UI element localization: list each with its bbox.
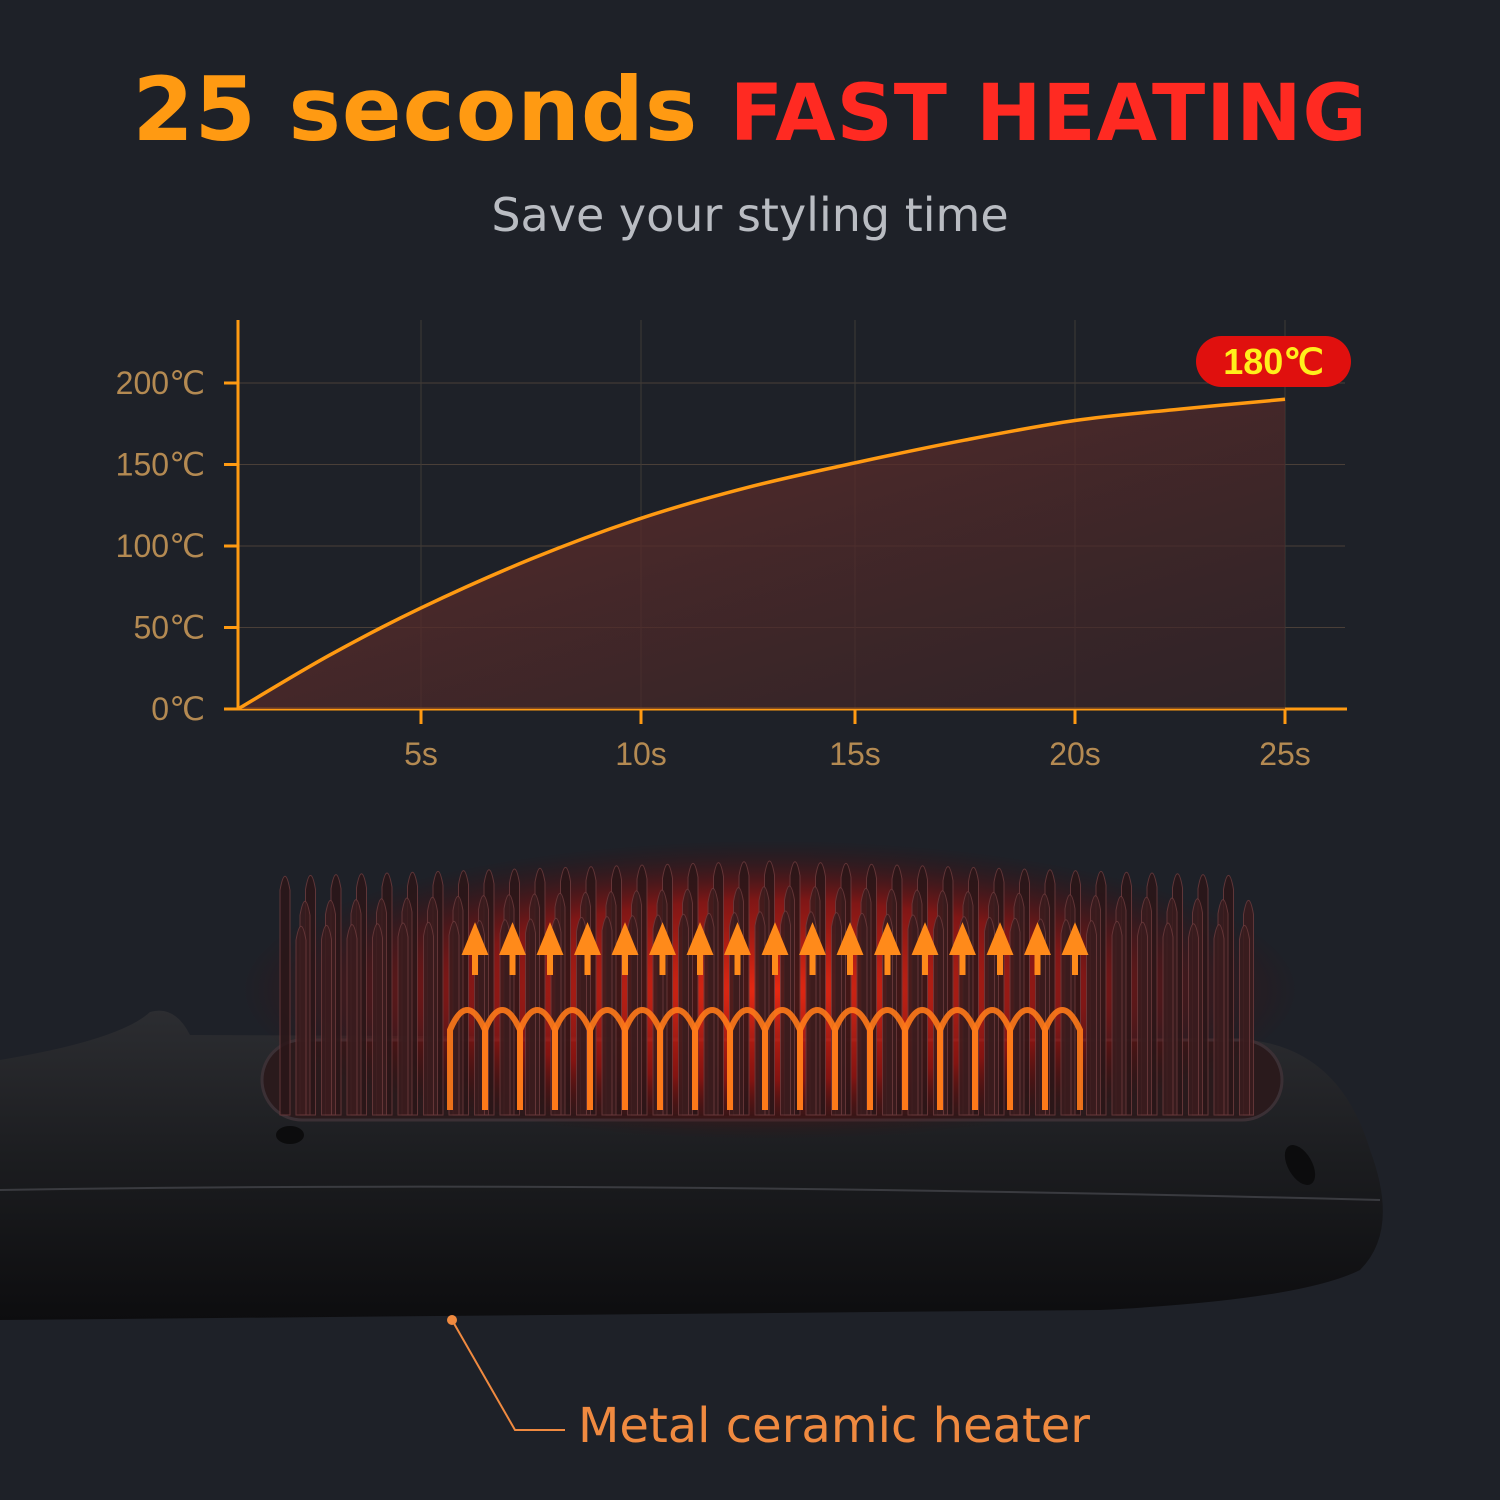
bristle [397, 922, 409, 1116]
bristle [1162, 922, 1174, 1116]
heater-coil [1042, 1007, 1083, 1110]
heat-arrow-icon [724, 922, 751, 975]
bristle [1111, 920, 1123, 1116]
bristle [1137, 921, 1148, 1116]
bristle [321, 924, 332, 1116]
heat-arrow-icon [874, 922, 901, 975]
headline-fast-heating: FAST HEATING [729, 69, 1368, 159]
heat-arrow-icon [836, 922, 864, 975]
heat-arrow-icon [461, 922, 489, 975]
headline-seconds: 25 seconds [132, 58, 699, 161]
heat-arrow-icon [986, 922, 1014, 975]
headline: 25 seconds FAST HEATING [0, 58, 1500, 161]
heat-arrow-icon [574, 922, 601, 975]
heat-arrow-icon [536, 922, 564, 975]
x-tick-label: 10s [615, 736, 667, 772]
y-tick-label: 200℃ [116, 365, 205, 401]
temperature-badge: 180℃ [1196, 336, 1351, 387]
caption-leader [447, 1315, 565, 1431]
heat-arrow-icon [799, 922, 826, 975]
y-tick-label: 0℃ [151, 691, 205, 727]
bristle [1188, 923, 1199, 1116]
bristle [1239, 924, 1250, 1116]
bristle [1213, 924, 1225, 1116]
heater-caption: Metal ceramic heater [578, 1398, 1091, 1454]
heat-arrow-icon [911, 922, 939, 975]
bristle [279, 875, 291, 1116]
heat-arrow-icon [611, 922, 639, 975]
brush-illustration [0, 840, 1383, 1320]
subtitle: Save your styling time [491, 188, 1009, 242]
bristle [601, 916, 613, 1116]
bristle [346, 924, 358, 1116]
bristle [372, 923, 383, 1116]
bristle [984, 916, 995, 1116]
heat-arrow-icon [649, 922, 676, 975]
x-tick-label: 20s [1049, 736, 1101, 772]
bristle [703, 912, 715, 1116]
y-tick-label: 150℃ [116, 447, 205, 483]
heat-arrow-icon [761, 922, 789, 975]
heat-arrow-icon [1061, 922, 1089, 975]
heat-arrow-icon [949, 922, 976, 975]
x-tick-label: 25s [1259, 736, 1311, 772]
x-tick-label: 15s [829, 736, 881, 772]
bristle [295, 925, 307, 1116]
heat-arrow-icon [499, 922, 526, 975]
series-area [238, 399, 1285, 709]
heat-arrow-icon [686, 922, 714, 975]
y-tick-label: 100℃ [116, 528, 205, 564]
x-tick-label: 5s [404, 736, 438, 772]
bristle [1086, 920, 1097, 1116]
bristle [423, 921, 434, 1116]
heat-arrow-icon [1024, 922, 1051, 975]
y-tick-label: 50℃ [133, 610, 205, 646]
